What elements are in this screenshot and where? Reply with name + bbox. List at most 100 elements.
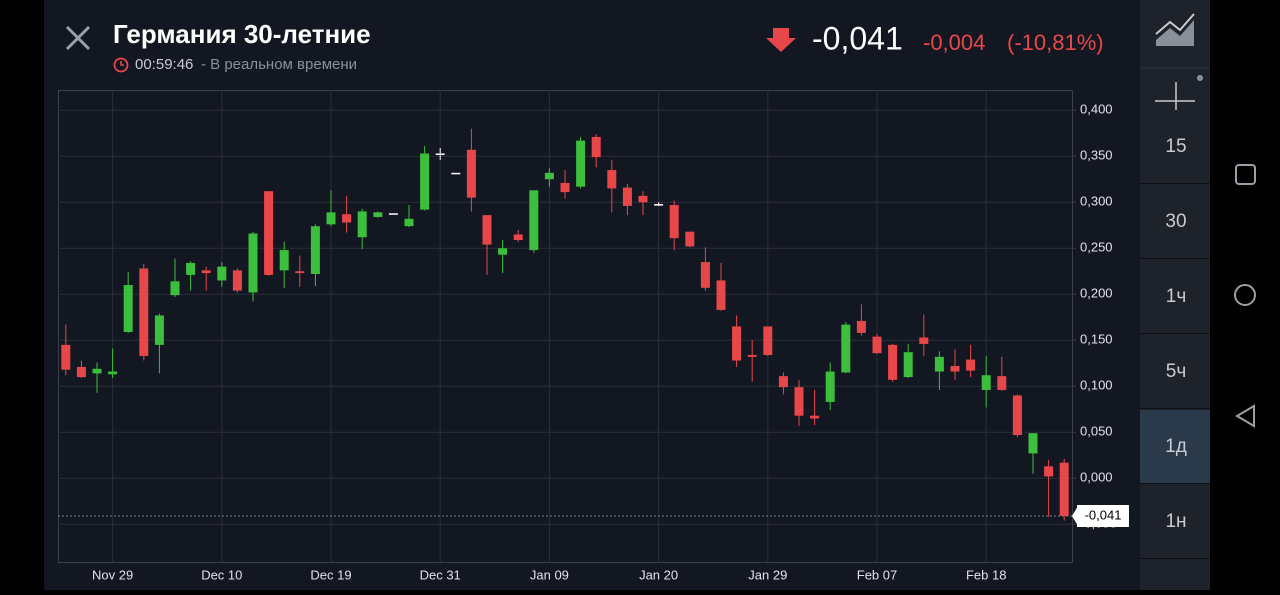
candle-body <box>888 344 898 380</box>
x-tick-label: Dec 31 <box>420 567 461 582</box>
x-tick-label: Dec 10 <box>201 567 242 582</box>
price: -0,041 <box>812 20 903 56</box>
candle-body <box>778 376 788 388</box>
candle-body <box>903 352 913 378</box>
timeframe[interactable]: 15 <box>1165 136 1186 157</box>
candle-body <box>170 281 180 296</box>
candle-body <box>186 262 196 275</box>
timeframe[interactable]: 1ч <box>1166 286 1186 307</box>
nav-home[interactable] <box>1234 284 1256 306</box>
candle-body <box>841 324 851 373</box>
candle-body <box>966 359 976 371</box>
timeframe[interactable]: 30 <box>1165 211 1186 232</box>
timeframes: 15 30 1ч 5ч 1д 1н <box>1140 110 1210 590</box>
y-tick-label: 0,250 <box>1080 240 1113 255</box>
change-pct: (-10,81%) <box>1007 30 1104 55</box>
candle-body <box>544 172 554 180</box>
candle-body <box>248 233 258 293</box>
x-tick-label: Dec 19 <box>310 567 351 582</box>
x-tick-label: Feb 07 <box>857 567 897 582</box>
timeframe-bg[interactable] <box>1140 410 1210 483</box>
chart-type-button[interactable] <box>1155 13 1195 46</box>
candle-body <box>810 415 820 419</box>
clock-icon <box>113 57 129 73</box>
candle-body <box>856 320 866 333</box>
y-tick-label: 0,100 <box>1080 378 1113 393</box>
timeframe-bg[interactable] <box>1140 485 1210 558</box>
status: - В реальном времени <box>201 56 357 73</box>
candle-body <box>279 250 289 271</box>
last-price-label: -0,041 <box>1085 507 1122 522</box>
candle-body <box>607 170 617 189</box>
candle-body <box>1044 466 1054 477</box>
candle-body <box>357 211 367 238</box>
candle-body <box>576 140 586 187</box>
candle-body <box>451 172 461 175</box>
candle-body <box>700 262 710 288</box>
y-tick-label: 0,400 <box>1080 102 1113 117</box>
x-tick-label: Feb 18 <box>966 567 1006 582</box>
last-price-box <box>1077 504 1129 527</box>
candle-body <box>825 371 835 402</box>
title: Германия 30-летние <box>113 19 371 49</box>
x-tick-label: Jan 09 <box>530 567 569 582</box>
candle-body <box>404 218 414 227</box>
candle-body <box>76 366 86 378</box>
candle-body <box>981 375 991 390</box>
candle-body <box>342 214 352 223</box>
candle-body <box>108 371 118 375</box>
candle-body <box>654 204 664 206</box>
timeframe[interactable]: 5ч <box>1166 361 1186 382</box>
candle-body <box>560 182 570 193</box>
candle-body <box>232 270 242 291</box>
candle-body <box>1012 395 1022 436</box>
candle-body <box>154 315 164 345</box>
y-tick-label: 0,150 <box>1080 332 1113 347</box>
candle-body <box>934 356 944 372</box>
timeframe-bg[interactable] <box>1140 185 1210 258</box>
x-tick-label: Jan 29 <box>748 567 787 582</box>
app-bg <box>44 0 1140 590</box>
candle-body <box>950 366 960 372</box>
candle-body <box>388 213 398 215</box>
candle-body <box>139 268 149 356</box>
candle-body <box>420 153 430 210</box>
clock-hands <box>120 61 124 66</box>
candle-body <box>295 271 305 274</box>
candle-body <box>591 136 601 158</box>
nav-back[interactable] <box>1235 404 1255 428</box>
timeframe[interactable]: 1н <box>1165 511 1186 532</box>
change: -0,004 <box>923 30 985 55</box>
plot-frame <box>58 90 1073 563</box>
timeframe[interactable]: 1д <box>1165 436 1187 457</box>
timeframe-bg[interactable] <box>1140 260 1210 333</box>
y-tick-label: 0,050 <box>1080 424 1113 439</box>
timeframe-bg[interactable] <box>1140 335 1210 408</box>
candle-body <box>763 326 773 355</box>
close-button[interactable] <box>65 25 91 51</box>
candle-body <box>466 149 476 198</box>
candle-body <box>1028 433 1038 454</box>
candle-body <box>638 195 648 203</box>
candle-body <box>622 187 632 206</box>
time: 00:59:46 <box>135 56 193 73</box>
candle-body <box>747 354 757 357</box>
x-tick-label: Nov 29 <box>92 567 133 582</box>
y-tick-label: 0,300 <box>1080 194 1113 209</box>
candle-body <box>529 190 539 251</box>
candle-body <box>919 337 929 344</box>
candle-body <box>669 205 679 239</box>
candle-body <box>217 266 227 281</box>
candle-body <box>732 326 742 361</box>
candle-body <box>997 376 1007 390</box>
nav-recent[interactable] <box>1235 164 1256 185</box>
candle-body <box>685 231 695 247</box>
x-tick-label: Jan 20 <box>639 567 678 582</box>
timeframe-more <box>1140 560 1210 590</box>
candle-body <box>513 234 523 240</box>
timeframe-bg[interactable] <box>1140 110 1210 183</box>
candle-body <box>716 280 726 310</box>
candle-body <box>482 215 492 245</box>
